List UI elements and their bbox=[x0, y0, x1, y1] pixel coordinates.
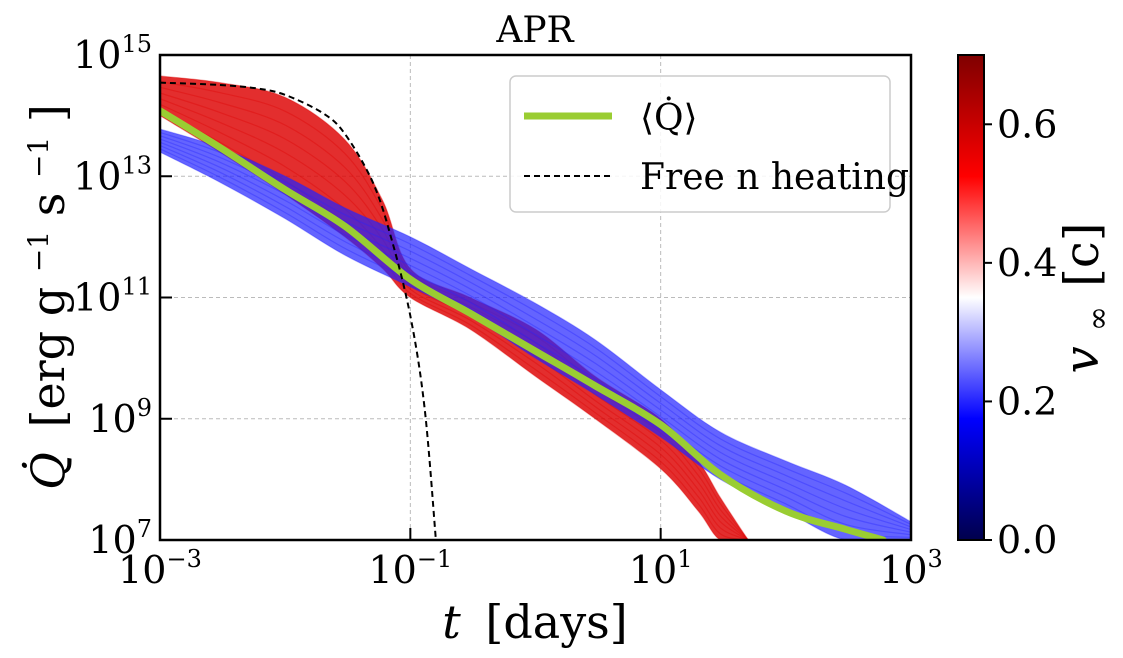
y-axis-close: ] bbox=[21, 104, 75, 122]
free-n-heating-line bbox=[160, 81, 437, 540]
colorbar-tick-label: 0.6 bbox=[997, 102, 1057, 146]
y-axis-exp2: −1 bbox=[22, 137, 55, 178]
y-tick-label: 107 bbox=[88, 515, 152, 562]
chart-title: APR bbox=[495, 10, 574, 51]
ensemble-strand bbox=[160, 141, 911, 533]
ensemble-strand bbox=[160, 138, 911, 531]
legend-box bbox=[509, 75, 891, 213]
colorbar-sub: ∞ bbox=[1081, 306, 1116, 331]
legend-mean-label: ⟨Q̇⟩ bbox=[640, 97, 698, 139]
ensemble-strand bbox=[160, 103, 749, 540]
x-axis-ticks: 10−3 10−1 101 103 bbox=[118, 528, 943, 592]
legend: ⟨Q̇⟩ Free n heating bbox=[509, 75, 909, 213]
y-tick-label: 1015 bbox=[73, 30, 152, 77]
x-axis-var: t bbox=[442, 595, 461, 649]
y-tick-label: 1013 bbox=[73, 151, 152, 198]
y-tick-label: 109 bbox=[88, 394, 152, 441]
colorbar-tick-label: 0.2 bbox=[997, 379, 1057, 423]
colorbar-gradient bbox=[957, 54, 985, 541]
y-axis-unit: [erg g bbox=[21, 287, 75, 428]
colorbar-tick-label: 0.0 bbox=[997, 518, 1057, 562]
y-tick-label: 1011 bbox=[73, 273, 152, 320]
ensemble-strand bbox=[160, 131, 911, 525]
legend-free-n-label: Free n heating bbox=[640, 157, 909, 198]
x-tick-label: 10−1 bbox=[368, 545, 452, 592]
colorbar-tick-label: 0.4 bbox=[997, 241, 1057, 285]
colorbar-unit: [c] bbox=[1054, 223, 1110, 287]
x-axis-unit: [days] bbox=[485, 595, 627, 649]
y-axis-var: Q̇ bbox=[21, 452, 75, 490]
series-lines bbox=[160, 81, 887, 540]
x-tick-label: 101 bbox=[629, 545, 693, 592]
x-tick-label: 103 bbox=[879, 545, 943, 592]
y-axis-label: Q̇ [erg g −1 s −1 ] bbox=[5, 104, 75, 490]
y-axis-ticks: 107 109 1011 1013 1015 bbox=[73, 30, 172, 562]
x-axis-label: t [days] bbox=[442, 595, 627, 649]
colorbar: 0.0 0.2 0.4 0.6 v ∞ [c] bbox=[957, 54, 1120, 562]
y-axis-mid: s bbox=[21, 193, 75, 217]
colorbar-label: v ∞ [c] bbox=[1054, 223, 1120, 374]
colorbar-ticks: 0.0 0.2 0.4 0.6 bbox=[984, 102, 1057, 562]
colorbar-var: v bbox=[1054, 346, 1110, 373]
mean-heating-line bbox=[160, 107, 887, 540]
ensemble-strand bbox=[160, 144, 911, 536]
ensemble-strand bbox=[160, 128, 911, 523]
x-tick-label: 10−3 bbox=[118, 545, 202, 592]
y-axis-exp1: −1 bbox=[22, 231, 55, 272]
